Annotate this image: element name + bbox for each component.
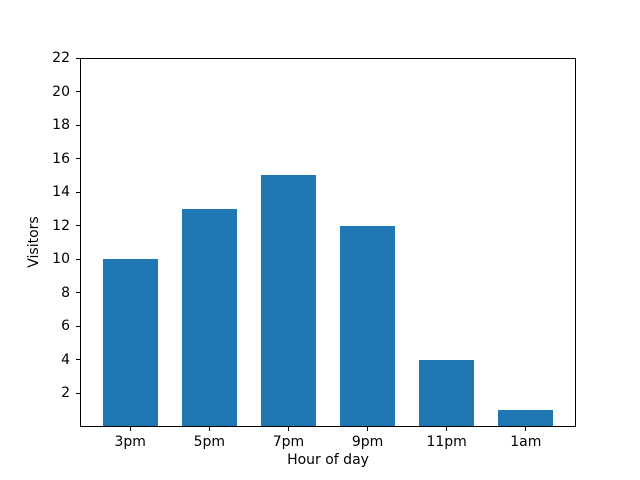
- x-tick-label: 9pm: [351, 434, 384, 450]
- bar-1am: [498, 410, 554, 427]
- x-tick: [367, 427, 369, 431]
- bar-9pm: [339, 225, 396, 427]
- x-tick: [129, 427, 131, 431]
- x-tick: [208, 427, 210, 431]
- y-axis-label: Visitors: [26, 216, 42, 268]
- bar-7pm: [260, 175, 317, 427]
- bar-3pm: [102, 259, 158, 427]
- y-tick-label: 8: [61, 284, 70, 301]
- y-tick: [76, 57, 80, 59]
- y-tick: [76, 258, 80, 260]
- y-tick: [76, 292, 80, 294]
- y-tick-label: 20: [52, 83, 70, 100]
- y-tick-label: 10: [52, 251, 70, 268]
- y-tick-label: 18: [52, 117, 70, 134]
- plot-area: [80, 58, 576, 427]
- y-tick: [76, 359, 80, 361]
- y-tick-label: 6: [61, 318, 70, 335]
- y-tick-label: 16: [52, 150, 70, 167]
- y-tick-label: 12: [52, 217, 70, 234]
- x-tick-label: 1am: [510, 434, 542, 450]
- y-tick: [76, 91, 80, 93]
- x-tick: [525, 427, 527, 431]
- x-tick-label: 7pm: [272, 434, 305, 450]
- y-tick: [76, 158, 80, 160]
- y-tick-label: 22: [52, 50, 70, 66]
- y-tick-label: 14: [52, 184, 70, 201]
- bar-11pm: [418, 359, 475, 427]
- bar-5pm: [181, 208, 237, 427]
- x-tick: [446, 427, 448, 431]
- y-tick: [76, 225, 80, 227]
- y-tick-label: 4: [61, 351, 70, 368]
- x-tick-label: 11pm: [426, 434, 467, 450]
- y-tick: [76, 325, 80, 327]
- y-tick: [76, 191, 80, 193]
- x-axis-label: Hour of day: [287, 452, 369, 468]
- y-tick-label: 2: [61, 385, 70, 402]
- x-tick-label: 5pm: [193, 434, 226, 450]
- y-tick: [76, 392, 80, 394]
- x-tick-label: 3pm: [114, 434, 146, 450]
- y-tick: [76, 124, 80, 126]
- x-tick: [287, 427, 289, 431]
